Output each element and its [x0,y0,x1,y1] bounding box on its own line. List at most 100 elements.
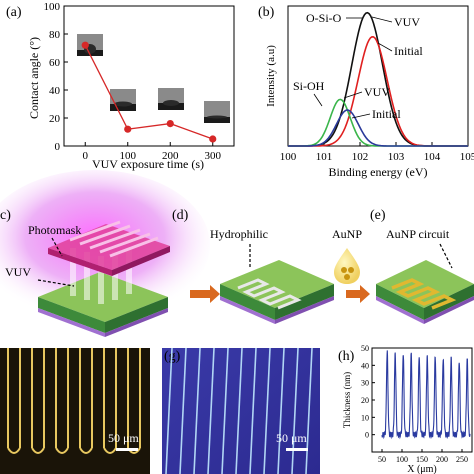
a-ytick-label: 100 [44,1,61,13]
panel-c: c) Photomask VUV [0,170,210,337]
annotation-vuv-top: VUV [394,15,420,29]
panel-b-curves [288,11,468,147]
substrate-d [220,260,334,324]
fluorescent-line [305,347,313,474]
hydrophilic-label: Hydrophilic [210,227,268,241]
annotation-initial-low-arrow [351,113,371,119]
panel-b-frame [287,5,469,147]
fluorescent-line-array [165,347,313,474]
b-xtick-label: 101 [316,151,333,163]
panel-d-label: (d) [172,208,189,223]
panel-f: f) 50 μm [0,348,150,474]
annotation-vuv-top-arrow [371,16,393,23]
panel-a-label: (a) [6,5,22,20]
process-arrow-1 [190,285,220,303]
panel-h-xlabel: X (μm) [407,464,437,474]
panel-a-data [81,41,217,143]
vuv-label: VUV [5,265,31,279]
h-profile-line [381,350,471,440]
panel-a-ticks: 0 20 40 60 80 100 0 100 200 300 [44,1,222,162]
b-xtick-label: 100 [280,151,297,163]
photomask-label: Photomask [28,223,81,237]
gold-line-array [7,348,141,454]
b-xtick-label: 105 [460,151,474,163]
gold-line-bend [7,447,21,454]
h-xtick-label: 200 [436,455,448,464]
h-ytick-label: 40 [361,361,369,370]
droplet-inset-300s [204,101,230,123]
fluorescent-line [179,347,187,474]
photomask-arrow [51,237,63,257]
fluorescent-line [291,347,299,474]
aunp-label: AuNP [332,227,362,241]
panel-h-ticks: 0 10 20 30 40 50 50 100 150 200 250 [361,344,468,464]
droplet-inset-0s [77,34,103,56]
gold-line-bend [79,447,93,454]
panel-b-ylabel: Intensity (a.u) [265,45,277,107]
process-arrow-2 [346,285,370,303]
scale-label-g: 50 μm [276,431,307,445]
h-xtick-label: 250 [456,455,468,464]
panel-d: (d) Hydrophilic AuNP [172,208,362,324]
panel-a: (a) Contact angle (°) VUV exposure time … [6,1,235,171]
a-ytick-label: 0 [55,141,61,153]
h-ytick-label: 50 [361,344,369,353]
a-data-point [166,120,174,128]
panel-a-xlabel: VUV exposure time (s) [92,157,204,171]
a-data-point [124,125,132,133]
panel-h-profile [381,350,471,440]
annotation-vuv-low-arrow [343,91,363,99]
a-xtick-label: 100 [120,150,137,162]
a-data-point [81,41,89,49]
h-xtick-label: 150 [416,455,428,464]
a-ytick-label: 20 [49,113,61,125]
uv-beams [70,248,132,304]
fluorescent-line [249,347,257,474]
h-ytick-label: 20 [361,396,369,405]
gold-line-bend [31,447,45,454]
micrograph-f [0,348,150,474]
b-xtick-label: 104 [424,151,441,163]
fluorescent-line [235,347,243,474]
panel-h: (h) Thickness (nm) X (μm) 0 10 20 30 40 50 50 1… [338,344,473,474]
gold-circuit-pattern [391,278,457,310]
fluorescent-line [207,347,215,474]
h-ytick-label: 10 [361,413,369,422]
b-series-3 [288,109,468,147]
a-series-line [84,44,213,140]
b-xtick-label: 102 [352,151,369,163]
panel-c-label: c) [0,208,11,223]
annotation-sioh-arrow [313,93,323,107]
panel-e: (e) AuNP circuit [370,208,474,324]
fluorescent-line [221,347,229,474]
gold-line-bend [103,447,117,454]
annotation-initial-top: Initial [394,44,423,58]
a-ytick-label: 80 [49,29,61,41]
annotation-initial-top-arrow [377,42,393,52]
annotation-sioh: Si-OH [293,79,325,93]
aunp-droplet-icon [334,248,360,284]
a-xtick-label: 0 [83,150,89,162]
a-xtick-label: 300 [205,150,222,162]
a-xtick-label: 200 [162,150,179,162]
panel-e-label: (e) [370,208,386,223]
fluorescent-line [263,347,271,474]
fluorescent-line [277,347,285,474]
annotation-initial-low: Initial [372,107,401,121]
scale-bar-g [286,448,308,451]
circuit-arrow [439,243,453,269]
droplet-inset-200s [158,88,184,110]
circuit-label: AuNP circuit [386,227,450,241]
gold-line-bend [55,447,69,454]
panel-b-annotations: O-Si-O VUV Initial Si-OH VUV Initial [293,11,423,121]
scale-label-f: 50 μm [108,431,139,445]
panel-b-xlabel: Binding energy (eV) [328,165,427,179]
h-ytick-label: 30 [361,379,369,388]
panel-a-frame [63,5,235,147]
panel-a-droplet-insets [77,34,230,123]
a-ytick-label: 40 [49,85,61,97]
hydrophilic-pattern [237,278,302,310]
panel-h-ylabel: Thickness (nm) [342,372,352,428]
panel-a-ylabel: Contact angle (°) [27,37,41,119]
